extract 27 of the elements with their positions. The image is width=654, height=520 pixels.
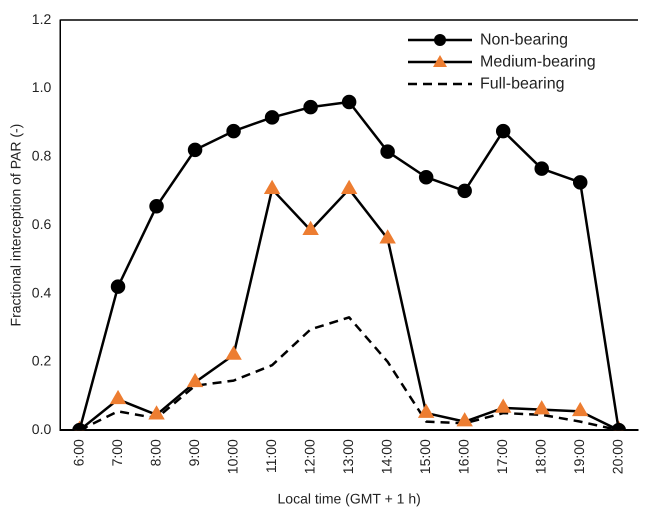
x-tick-label: 16:00: [456, 438, 472, 474]
y-tick-label: 0.0: [32, 421, 52, 438]
x-tick-label: 8:00: [147, 438, 164, 466]
x-tick-label: 12:00: [301, 438, 318, 474]
x-tick-label: 17:00: [494, 438, 510, 474]
y-tick-label: 0.4: [32, 284, 52, 300]
x-tick-label: 19:00: [571, 438, 588, 474]
x-tick-label: 7:00: [108, 438, 125, 466]
x-tick-label: 13:00: [340, 438, 356, 474]
y-axis-title: Fractional interception of PAR (-): [7, 124, 24, 326]
x-tick-label: 9:00: [186, 438, 202, 466]
x-tick-label: 6:00: [70, 438, 86, 466]
y-tick-label: 0.2: [32, 352, 52, 369]
x-tick-label: 11:00: [262, 438, 279, 474]
legend-label: Non-bearing: [480, 31, 568, 48]
y-tick-label: 1.0: [32, 79, 52, 96]
x-tick-label: 20:00: [610, 438, 626, 474]
y-tick-label: 0.6: [32, 216, 52, 232]
legend-label: Medium-bearing: [480, 53, 596, 70]
x-axis-title: Local time (GMT + 1 h): [277, 490, 421, 506]
y-tick-label: 0.8: [32, 148, 52, 164]
x-tick-label: 14:00: [378, 438, 395, 474]
x-tick-label: 10:00: [224, 438, 240, 474]
x-tick-label: 18:00: [532, 438, 549, 474]
x-tick-label: 15:00: [417, 438, 434, 474]
legend-label: Full-bearing: [480, 75, 564, 92]
y-tick-label: 1.2: [32, 10, 52, 27]
